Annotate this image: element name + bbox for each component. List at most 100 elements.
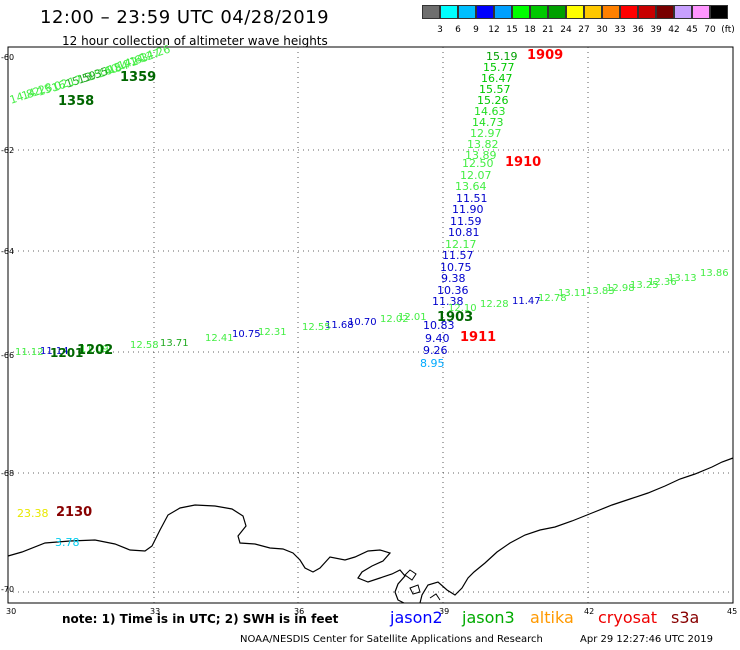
lat-label-70: -70 bbox=[1, 585, 14, 594]
satellite-s3a: s3a bbox=[671, 608, 700, 627]
timestamp-text: Apr 29 12:27:46 UTC 2019 bbox=[580, 634, 713, 645]
wave-height-value: 11.38 bbox=[432, 295, 464, 308]
wave-height-value: 12.02 bbox=[380, 314, 409, 325]
satellite-cryosat: cryosat bbox=[598, 608, 658, 627]
legend-tick: 3 bbox=[437, 25, 443, 35]
wave-height-value: 12.78 bbox=[538, 293, 567, 304]
wave-height-value: 12.01 bbox=[398, 312, 427, 323]
legend-swatch bbox=[602, 5, 620, 19]
wave-height-value: 13.71 bbox=[160, 338, 189, 349]
legend-tick: 27 bbox=[578, 25, 590, 35]
wave-height-value: 12.31 bbox=[258, 327, 287, 338]
legend-tick: 36 bbox=[632, 25, 644, 35]
legend-swatch bbox=[674, 5, 692, 19]
track-time-label: 2130 bbox=[56, 505, 93, 520]
wave-height-value: 11.59 bbox=[450, 214, 482, 228]
wave-height-value: 13.82 bbox=[467, 138, 499, 151]
legend-tick: 42 bbox=[668, 25, 680, 35]
wave-height-value: 12.41 bbox=[205, 333, 234, 344]
wave-height-value: 13.89 bbox=[465, 149, 497, 162]
wave-height-value: 11.47 bbox=[512, 296, 541, 307]
legend-swatch bbox=[584, 5, 602, 19]
satellite-jason2: jason2 bbox=[390, 608, 443, 627]
wave-height-value: 12.55 bbox=[302, 322, 331, 333]
map-frame bbox=[7, 46, 734, 604]
wave-height-value: 8.95 bbox=[420, 356, 445, 370]
legend-swatch bbox=[458, 5, 476, 19]
lat-label-60: -60 bbox=[1, 53, 14, 62]
legend-tick: 33 bbox=[614, 25, 626, 35]
lat-label-68: -68 bbox=[1, 469, 14, 478]
legend-tick: 18 bbox=[524, 25, 536, 35]
wave-height-value: 12.50 bbox=[462, 157, 494, 170]
wave-height-value: 13.64 bbox=[455, 180, 487, 193]
track-time-label: 1911 bbox=[460, 330, 497, 345]
legend-swatch bbox=[620, 5, 638, 19]
latitude-gridlines bbox=[8, 149, 733, 593]
wave-height-value: 23.38 bbox=[17, 507, 49, 520]
wave-height-value: 11.12 bbox=[15, 347, 44, 358]
wave-height-value: 15.77 bbox=[483, 61, 515, 74]
lat-label-62: -62 bbox=[1, 146, 14, 155]
legend-swatch bbox=[692, 5, 710, 19]
wave-height-value: 16.47 bbox=[481, 72, 513, 85]
lon-label-33: 33 bbox=[150, 607, 160, 616]
wave-height-value: 12.97 bbox=[470, 127, 502, 140]
wave-height-value: 9.40 bbox=[425, 331, 450, 345]
lon-label-42: 42 bbox=[584, 607, 594, 616]
legend-swatch bbox=[638, 5, 656, 19]
legend-swatch bbox=[710, 5, 728, 19]
legend-tick: (ft) bbox=[721, 25, 735, 35]
lon-label-36: 36 bbox=[294, 607, 304, 616]
wave-height-value: 11.57 bbox=[442, 249, 474, 262]
coastline bbox=[7, 504, 406, 604]
wave-height-value: 10.75 bbox=[440, 260, 472, 274]
wave-height-value: 11.14 bbox=[40, 346, 69, 357]
credit-text: NOAA/NESDIS Center for Satellite Applica… bbox=[240, 634, 543, 645]
wave-height-value: 10.36 bbox=[437, 283, 469, 297]
wave-height-value: 14.73 bbox=[472, 116, 504, 129]
wave-height-value: 11.90 bbox=[452, 203, 484, 216]
legend-tick: 15 bbox=[506, 25, 518, 35]
legend-swatch bbox=[530, 5, 548, 19]
coastline-islet bbox=[404, 569, 441, 601]
wave-height-value: 12.28 bbox=[480, 299, 509, 310]
legend-swatch bbox=[656, 5, 674, 19]
legend-tick: 70 bbox=[704, 25, 716, 35]
legend-swatch bbox=[476, 5, 494, 19]
legend-tick: 21 bbox=[542, 25, 554, 35]
wave-height-value: 13.86 bbox=[700, 268, 729, 279]
wave-height-value: 9.26 bbox=[423, 344, 448, 357]
wave-height-value: 9.38 bbox=[441, 272, 466, 285]
lon-label-39: 39 bbox=[439, 607, 449, 616]
lat-label-64: -64 bbox=[1, 247, 14, 256]
wave-height-value: 12.36 bbox=[648, 277, 677, 288]
track-time-label: 1201 bbox=[50, 346, 84, 360]
wave-height-value: 10.70 bbox=[348, 317, 377, 328]
wave-height-value: 15.19 bbox=[486, 50, 518, 63]
wave-height-value: 11.09 bbox=[80, 344, 109, 355]
legend-tick: 6 bbox=[455, 25, 461, 35]
legend-tick: 45 bbox=[686, 25, 698, 35]
wave-height-value: 12.07 bbox=[460, 168, 492, 182]
lat-label-66: -66 bbox=[1, 351, 14, 360]
legend-swatch bbox=[548, 5, 566, 19]
track-time-label: 1909 bbox=[527, 48, 564, 63]
legend-tick: 12 bbox=[488, 25, 500, 35]
legend-swatch bbox=[494, 5, 512, 19]
wave-height-value: 10.83 bbox=[423, 319, 455, 332]
track-time-label: 1358 bbox=[58, 94, 95, 109]
footer-note: note: 1) Time is in UTC; 2) SWH is in fe… bbox=[62, 612, 339, 626]
legend-swatch bbox=[512, 5, 530, 19]
lon-label-30: 30 bbox=[6, 607, 16, 616]
wave-height-value: 3.78 bbox=[55, 536, 80, 549]
map-title: 12:00 – 23:59 UTC 04/28/2019 bbox=[40, 7, 330, 28]
wave-height-value: 13.25 bbox=[630, 280, 659, 291]
coastline-east bbox=[419, 457, 734, 604]
wave-height-value: 11.68 bbox=[325, 320, 354, 331]
legend-tick: 30 bbox=[596, 25, 608, 35]
wave-height-value: 11.51 bbox=[456, 191, 488, 205]
track-time-label: 1910 bbox=[505, 155, 542, 170]
wave-height-value: 10.75 bbox=[232, 329, 261, 340]
wave-height-value: 12.98 bbox=[606, 283, 635, 294]
